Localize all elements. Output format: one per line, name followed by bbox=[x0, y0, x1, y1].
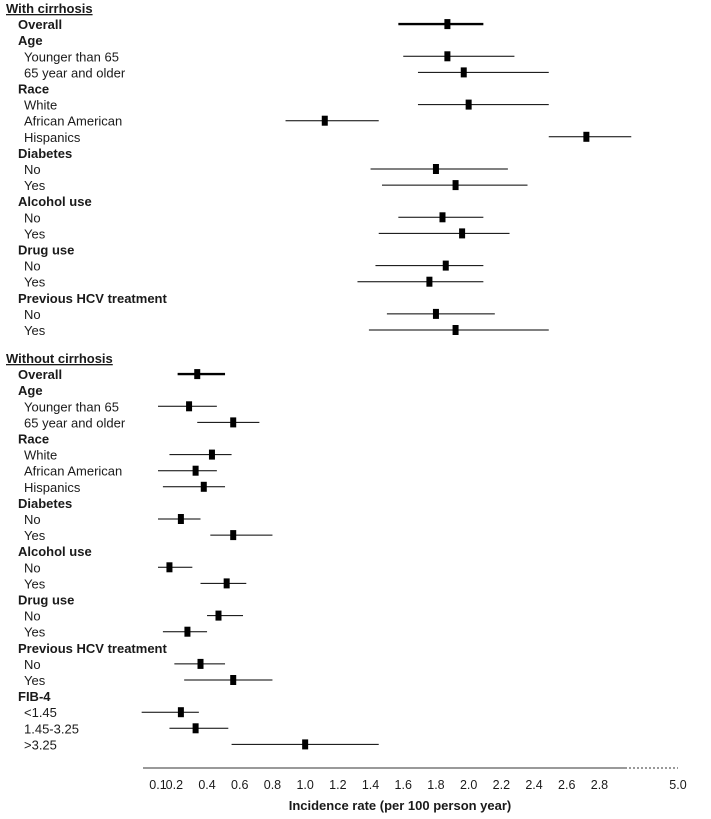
row-label: Overall bbox=[18, 17, 62, 32]
point-estimate bbox=[208, 449, 215, 460]
row-label: No bbox=[24, 162, 41, 177]
group-label: Age bbox=[18, 383, 43, 398]
point-estimate bbox=[452, 325, 459, 335]
x-tick-label: 2.6 bbox=[558, 778, 575, 792]
point-estimate bbox=[230, 675, 237, 685]
group-label: Alcohol use bbox=[18, 194, 92, 209]
x-tick-label: 2.4 bbox=[525, 778, 542, 792]
row-label: Yes bbox=[24, 275, 46, 290]
point-estimate bbox=[442, 260, 449, 271]
row-label: Yes bbox=[24, 673, 46, 688]
x-tick-label: 0.4 bbox=[198, 778, 215, 792]
x-tick-label: 0.1 bbox=[149, 778, 166, 792]
point-estimate bbox=[583, 131, 590, 142]
point-estimate bbox=[452, 180, 459, 191]
group-label: Diabetes bbox=[18, 496, 72, 511]
row-label: White bbox=[24, 98, 57, 113]
group-label: Race bbox=[18, 432, 49, 447]
point-estimate bbox=[166, 562, 173, 573]
row-label: Hispanics bbox=[24, 480, 81, 495]
point-estimate bbox=[230, 417, 237, 428]
x-tick-label: 1.2 bbox=[329, 778, 346, 792]
row-label: Yes bbox=[24, 576, 46, 591]
point-estimate bbox=[177, 707, 184, 718]
group-label: FIB-4 bbox=[18, 689, 51, 704]
point-estimate bbox=[230, 530, 237, 541]
row-label: No bbox=[24, 259, 41, 274]
point-estimate bbox=[444, 19, 451, 30]
row-label: No bbox=[24, 560, 41, 575]
x-tick-label: 2.0 bbox=[460, 778, 477, 792]
point-estimate bbox=[192, 723, 199, 734]
row-label: Younger than 65 bbox=[24, 49, 119, 64]
group-label: Race bbox=[18, 82, 49, 97]
point-estimate bbox=[192, 465, 199, 476]
point-estimate bbox=[184, 626, 191, 637]
row-label: Yes bbox=[24, 528, 46, 543]
x-tick-label: 0.6 bbox=[231, 778, 248, 792]
point-estimate bbox=[432, 308, 439, 319]
row-label: No bbox=[24, 307, 41, 322]
point-estimate bbox=[177, 514, 184, 524]
group-label: Age bbox=[18, 33, 43, 48]
point-estimate bbox=[465, 99, 472, 110]
group-label: Previous HCV treatment bbox=[18, 641, 167, 656]
group-label: Drug use bbox=[18, 593, 74, 608]
x-tick-label: 2.2 bbox=[493, 778, 510, 792]
row-label: 1.45-3.25 bbox=[24, 721, 79, 736]
x-tick-label: 1.8 bbox=[427, 778, 444, 792]
x-tick-label: 0.2 bbox=[166, 778, 183, 792]
point-estimate bbox=[197, 658, 204, 669]
x-tick-label: 1.0 bbox=[296, 778, 313, 792]
group-label: Drug use bbox=[18, 243, 74, 258]
row-label: No bbox=[24, 609, 41, 624]
row-label: Younger than 65 bbox=[24, 399, 119, 414]
point-estimate bbox=[444, 51, 451, 62]
row-label: African American bbox=[24, 114, 122, 129]
point-estimate bbox=[302, 739, 309, 750]
row-label: 65 year and older bbox=[24, 415, 126, 430]
group-label: Diabetes bbox=[18, 146, 72, 161]
x-tick-label: 1.6 bbox=[395, 778, 412, 792]
section-title: With cirrhosis bbox=[6, 1, 93, 16]
point-estimate bbox=[186, 401, 193, 412]
row-label: Yes bbox=[24, 178, 46, 193]
x-axis: 0.10.2 0.4 0.6 0.8 1.0 1.2 1.4 1.6 1.8 2.0 2.2 2.4 2… bbox=[143, 767, 687, 792]
point-estimate bbox=[321, 115, 328, 126]
row-label: Hispanics bbox=[24, 130, 81, 145]
point-estimate bbox=[432, 164, 439, 174]
point-estimate bbox=[223, 578, 230, 589]
section-title: Without cirrhosis bbox=[6, 351, 113, 366]
row-label: Yes bbox=[24, 323, 46, 338]
x-tick-label: 1.4 bbox=[362, 778, 379, 792]
group-label: Alcohol use bbox=[18, 544, 92, 559]
row-label: 65 year and older bbox=[24, 65, 126, 80]
point-estimate bbox=[215, 610, 222, 621]
row-label: No bbox=[24, 210, 41, 225]
row-label: No bbox=[24, 512, 41, 527]
point-estimate bbox=[200, 481, 207, 492]
point-estimate bbox=[439, 212, 446, 223]
x-tick-label: 0.8 bbox=[264, 778, 281, 792]
group-label: Previous HCV treatment bbox=[18, 291, 167, 306]
point-estimate bbox=[426, 276, 433, 287]
row-label: <1.45 bbox=[24, 705, 57, 720]
row-label: Yes bbox=[24, 226, 46, 241]
x-axis-title: Incidence rate (per 100 person year) bbox=[289, 798, 512, 813]
point-estimate bbox=[459, 228, 466, 239]
row-label: Yes bbox=[24, 625, 46, 640]
row-label: African American bbox=[24, 464, 122, 479]
row-label: No bbox=[24, 657, 41, 672]
x-tick-label: 5.0 bbox=[669, 778, 686, 792]
point-estimate bbox=[460, 67, 467, 78]
x-tick-label: 2.8 bbox=[591, 778, 608, 792]
row-label: White bbox=[24, 448, 57, 463]
row-label: >3.25 bbox=[24, 737, 57, 752]
point-estimate bbox=[194, 369, 201, 380]
row-label: Overall bbox=[18, 367, 62, 382]
